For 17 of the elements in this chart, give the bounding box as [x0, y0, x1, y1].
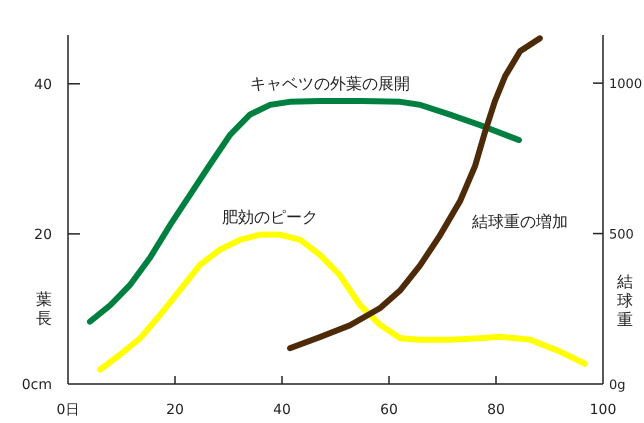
series-label: キャベツの外葉の展開 [250, 74, 410, 94]
series-label: 肥効のピーク [222, 208, 318, 227]
y-tick-label: 20 [34, 226, 52, 243]
x-tick-label: 100 [590, 402, 616, 418]
y-tick-label: 0cm [22, 377, 52, 393]
y-axis-title: 葉長 [36, 290, 52, 328]
x-tick-label: 0日 [56, 402, 80, 418]
y2-tick-label: 500 [609, 228, 634, 243]
x-tick-label: 80 [487, 402, 505, 418]
x-tick-label: 60 [380, 402, 398, 418]
y-tick-label: 40 [34, 76, 52, 93]
x-tick-label: 40 [273, 402, 291, 418]
x-tick-label: 20 [166, 402, 184, 418]
y2-tick-label: 0g [609, 378, 626, 393]
series-label: 結球重の増加 [471, 212, 568, 231]
y2-tick-label: 1000 [609, 77, 642, 92]
y2-axis-title: 結球重 [616, 272, 633, 329]
